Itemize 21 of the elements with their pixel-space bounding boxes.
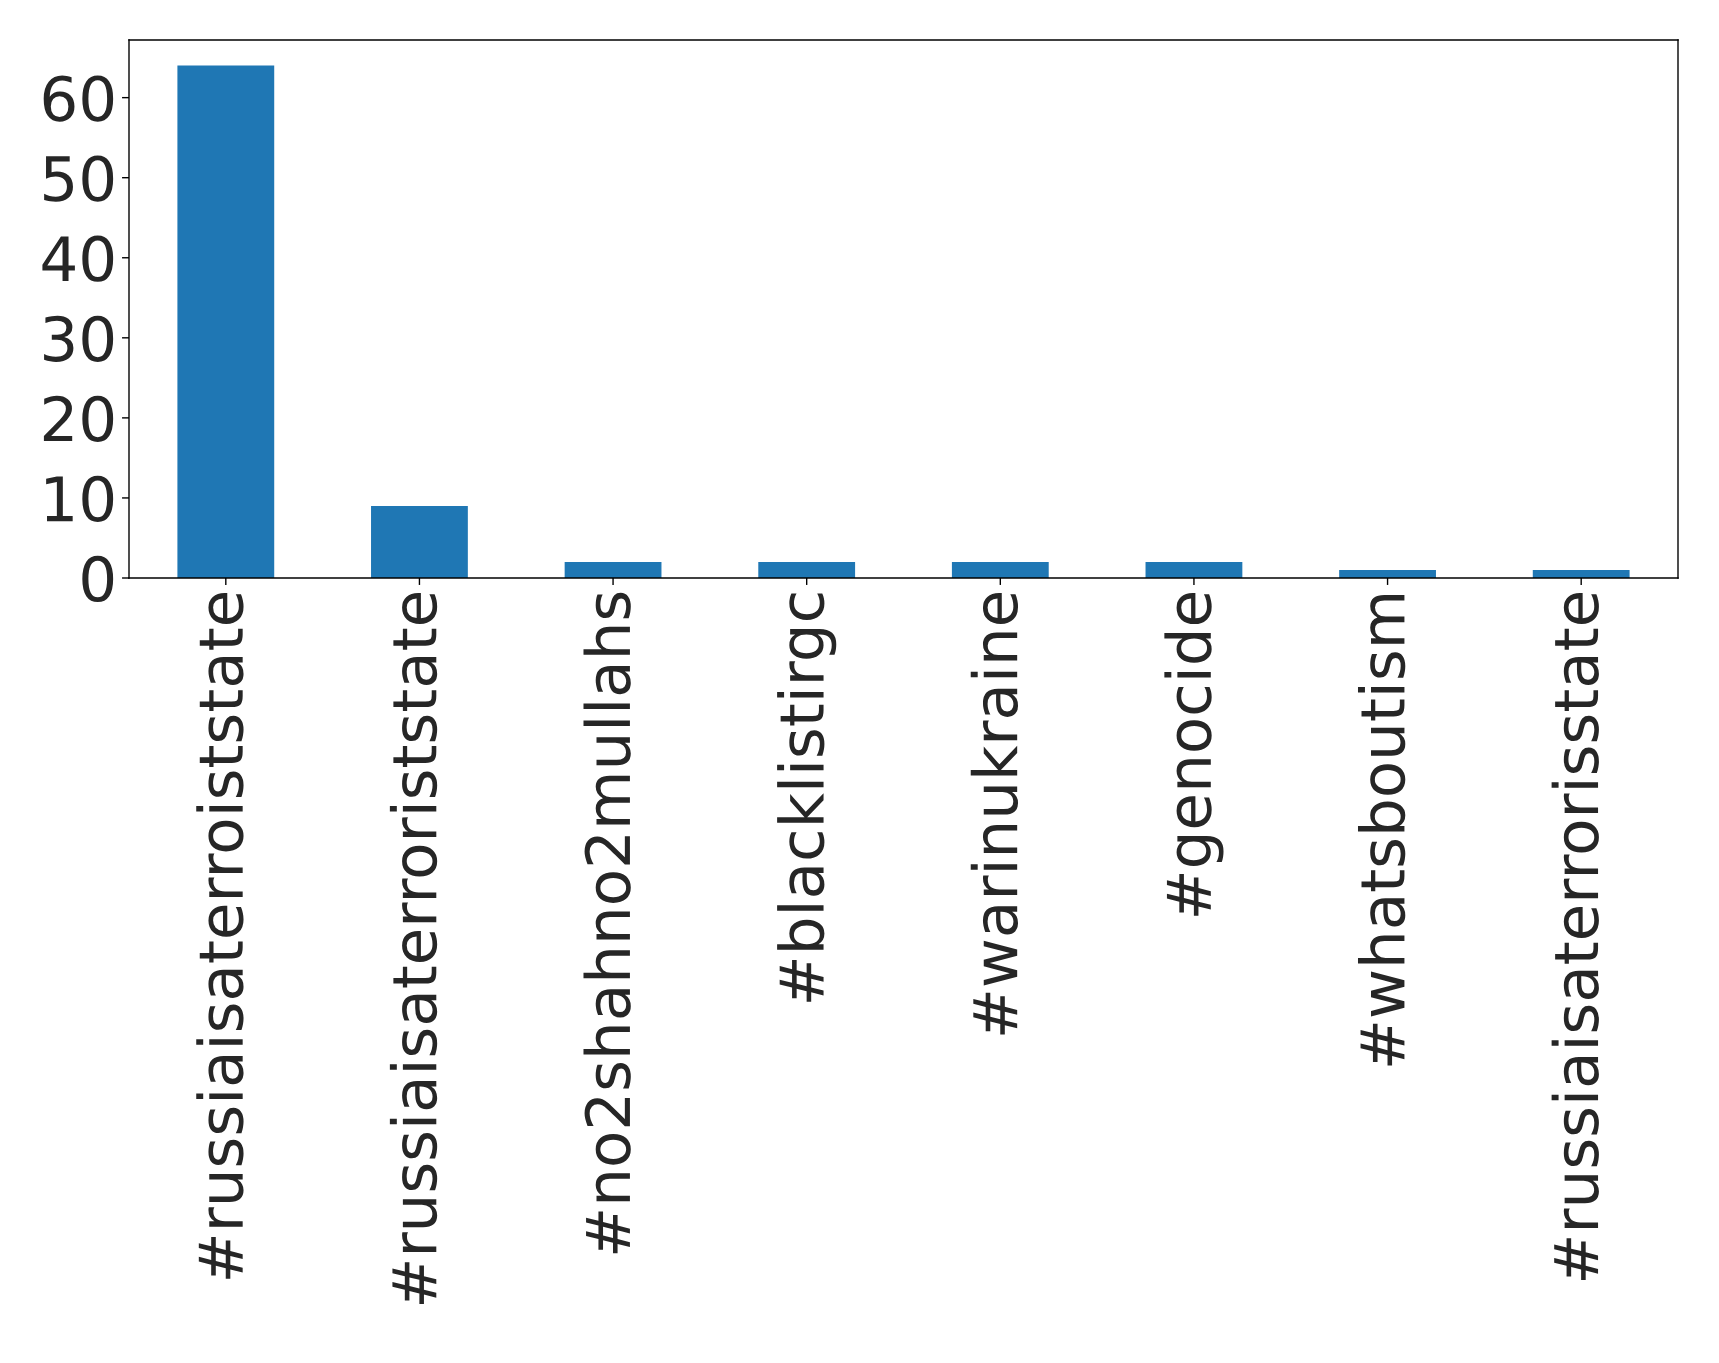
x-tick-label: #russiaisaterroiststate [196, 593, 244, 1279]
x-tick-label: #whatsboutism [1357, 594, 1406, 1066]
bar [371, 505, 468, 578]
y-tick-label: 60 [43, 75, 114, 122]
y-tick-label: 30 [44, 315, 114, 362]
y-tick-label: 50 [44, 155, 114, 202]
x-tick-label: #blacklistirgc [777, 593, 837, 1002]
y-tick-label: 0 [82, 555, 114, 603]
x-tick-label: #russiaisaterroriststate [389, 593, 438, 1304]
x-tick-label: #russiaisaterrorisstate [1551, 593, 1599, 1280]
bar [177, 65, 275, 578]
x-tick-label: #genocide [1164, 593, 1224, 916]
bar [564, 561, 662, 578]
y-tick-label: 40 [42, 235, 114, 282]
bar [951, 561, 1049, 578]
y-tick-label: 20 [43, 395, 114, 442]
x-tick-label: #warinukraine [970, 593, 1019, 1035]
x-tick-label: #no2shahno2mullahs [583, 592, 631, 1254]
bar [1145, 561, 1243, 578]
bar [758, 561, 856, 578]
y-tick-label: 10 [46, 475, 114, 523]
